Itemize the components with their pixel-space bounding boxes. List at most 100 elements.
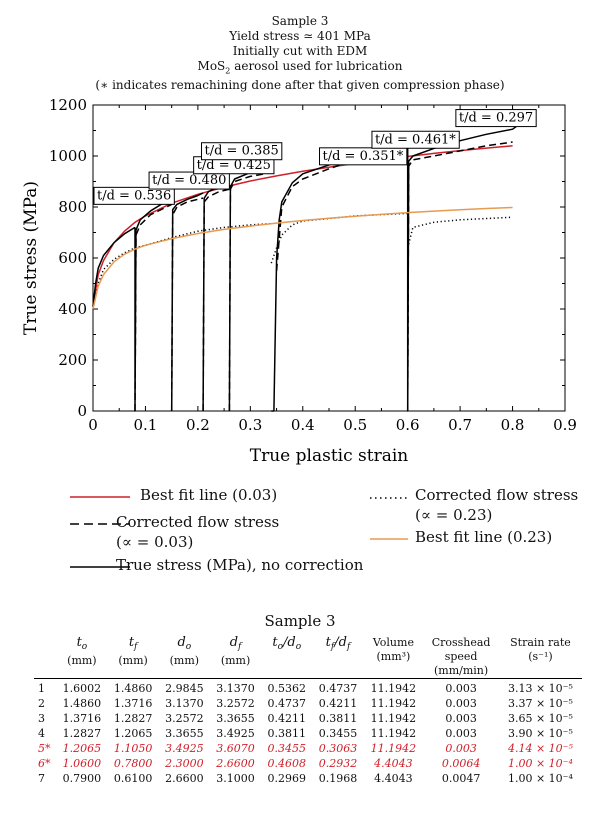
table-cell: 3.13 × 10⁻⁵ <box>507 682 573 695</box>
legend-label-corrected-023-a: Corrected flow stress <box>415 486 579 504</box>
header-cell: tf/df <box>325 635 351 653</box>
table-header-row: to (mm) tf (mm) do (mm) df (mm) to/do tf/df Volume… <box>34 636 582 679</box>
table-cell: 0.0047 <box>441 772 481 785</box>
table-cell: 1.4860 <box>113 682 153 695</box>
table-cell: 1.2065 <box>62 742 102 755</box>
table-cell: 0.3455 <box>267 742 307 755</box>
table-cell: 1.3716 <box>113 697 153 710</box>
series-3-line-segment-3 <box>406 216 513 248</box>
table-cell: 1.0600 <box>62 757 102 770</box>
x-tick-label: 0.9 <box>553 416 577 434</box>
header-cut: Initially cut with EDM <box>232 44 368 58</box>
series-0-line-segment-0 <box>92 145 513 307</box>
header-lubrication: MoS2 aerosol used for lubrication <box>197 59 403 76</box>
series-2-line-segment-2 <box>170 192 204 412</box>
legend-swatch-best-fit-023 <box>370 538 408 540</box>
data-table: to (mm) tf (mm) do (mm) df (mm) to/do tf/df Volume… <box>34 636 582 786</box>
table-cell: 1.00 × 10⁻⁴ <box>507 772 573 785</box>
table-cell: 3.2572 <box>216 697 255 710</box>
row-id-cell: 1 <box>38 682 45 695</box>
table-cell: 3.65 × 10⁻⁵ <box>507 712 573 725</box>
legend-swatch-best-fit-003 <box>70 496 130 498</box>
legend-swatch-corrected-003 <box>70 523 130 525</box>
table-cell: 1.2065 <box>113 727 153 740</box>
annotation-box <box>319 147 408 166</box>
row-id-cell: 6* <box>38 757 51 770</box>
table-cell: 1.3716 <box>62 712 102 725</box>
table-cell: 1.6002 <box>62 682 102 695</box>
annotation-label: t/d = 0.297 <box>459 111 533 126</box>
table-row: 1 1.6002 1.4860 2.9845 3.1370 0.5362 0.4737 11.… <box>34 681 582 696</box>
table-cell: 0.003 <box>445 727 477 740</box>
y-tick-label: 0 <box>77 402 87 420</box>
series-4-line-segment-0 <box>92 206 513 310</box>
table-cell: 0.5362 <box>267 682 307 695</box>
legend-swatch-corrected-023 <box>370 497 408 499</box>
chart-header: Sample 3 Yield stress ≃ 401 MPa Initiall… <box>0 14 600 93</box>
series-2-line-segment-1 <box>134 198 173 412</box>
table-cell: 0.003 <box>445 697 477 710</box>
series-1-line-segment-3 <box>228 171 272 412</box>
annotation-label: t/d = 0.351* <box>323 149 404 164</box>
x-tick-label: 0 <box>88 416 98 434</box>
table-cell: 4.4043 <box>374 772 413 785</box>
table-cell: 2.6600 <box>165 772 204 785</box>
table-cell: 3.3655 <box>165 727 204 740</box>
x-tick-label: 0.5 <box>343 416 367 434</box>
header-cell: df (mm) <box>220 635 251 668</box>
x-axis-label: True plastic strain <box>250 446 409 466</box>
table-cell: 2.3000 <box>165 757 204 770</box>
header-cell: tf (mm) <box>118 635 148 668</box>
table-cell: 0.3811 <box>267 727 307 740</box>
table-cell: 0.1968 <box>318 772 358 785</box>
table-cell: 3.37 × 10⁻⁵ <box>507 697 573 710</box>
table-cell: 0.0064 <box>441 757 481 770</box>
x-tick-label: 0.2 <box>186 416 210 434</box>
table-row: 7 0.7900 0.6100 2.6600 3.1000 0.2969 0.1968 4.4… <box>34 771 582 786</box>
header-cell: to/do <box>272 635 302 653</box>
annotation-label: t/d = 0.480 <box>152 173 226 188</box>
header-cell: Strain rate (s⁻¹) <box>510 636 571 663</box>
header-cell: do (mm) <box>169 635 200 668</box>
table-cell: 0.2932 <box>318 757 358 770</box>
table-cell: 4.14 × 10⁻⁵ <box>507 742 573 755</box>
table-row: 5* 1.2065 1.1050 3.4925 3.6070 0.3455 0.3063 11… <box>34 741 582 756</box>
table-cell: 2.6600 <box>216 757 255 770</box>
table-row: 2 1.4860 1.3716 3.1370 3.2572 0.4737 0.4211 11.… <box>34 696 582 711</box>
header-cell: Volume (mm³) <box>372 636 414 663</box>
series-3-line-segment-1 <box>134 222 272 249</box>
series-2-line-segment-5 <box>271 142 408 412</box>
table-cell: 3.1000 <box>216 772 255 785</box>
table-cell: 11.1942 <box>370 712 417 725</box>
table-cell: 1.1050 <box>113 742 153 755</box>
table-cell: 3.2572 <box>165 712 204 725</box>
header-cell: Crosshead speed (mm/min) <box>431 636 491 677</box>
table-cell: 11.1942 <box>370 682 417 695</box>
table-cell: 11.1942 <box>370 742 417 755</box>
table-cell: 0.4737 <box>318 682 358 695</box>
stress-strain-chart: 0 0.1 0.2 0.3 0.4 0.5 0.6 0.7 0.8 0.9 0 200 400 600 80… <box>21 96 577 466</box>
row-id-cell: 2 <box>38 697 45 710</box>
header-cell-id <box>34 636 56 679</box>
header-yield: Yield stress ≃ 401 MPa <box>229 29 371 43</box>
annotation-label: t/d = 0.536 <box>97 188 171 203</box>
table-cell: 0.2969 <box>267 772 307 785</box>
x-tick-label: 0.6 <box>396 416 420 434</box>
table-separator <box>34 678 582 681</box>
table-cell: 3.4925 <box>216 727 255 740</box>
series-2-line-segment-6 <box>406 124 519 412</box>
x-tick-label: 0.7 <box>448 416 472 434</box>
series-2-line-segment-4 <box>228 168 272 412</box>
series-1-line-segment-2 <box>202 188 230 412</box>
annotation-label: t/d = 0.425 <box>197 158 271 173</box>
x-tick-label: 0.4 <box>291 416 315 434</box>
table-cell: 0.003 <box>445 712 477 725</box>
legend-label-best-fit-023: Best fit line (0.23) <box>415 528 553 546</box>
annotation-box <box>371 130 460 149</box>
annotation-box <box>148 171 230 190</box>
y-tick-label: 800 <box>58 198 87 216</box>
header-sample: Sample 3 <box>271 14 329 28</box>
legend-label-corrected-023-b: (∝ = 0.23) <box>415 506 493 524</box>
table-cell: 0.4737 <box>267 697 307 710</box>
table-cell: 3.90 × 10⁻⁵ <box>507 727 573 740</box>
